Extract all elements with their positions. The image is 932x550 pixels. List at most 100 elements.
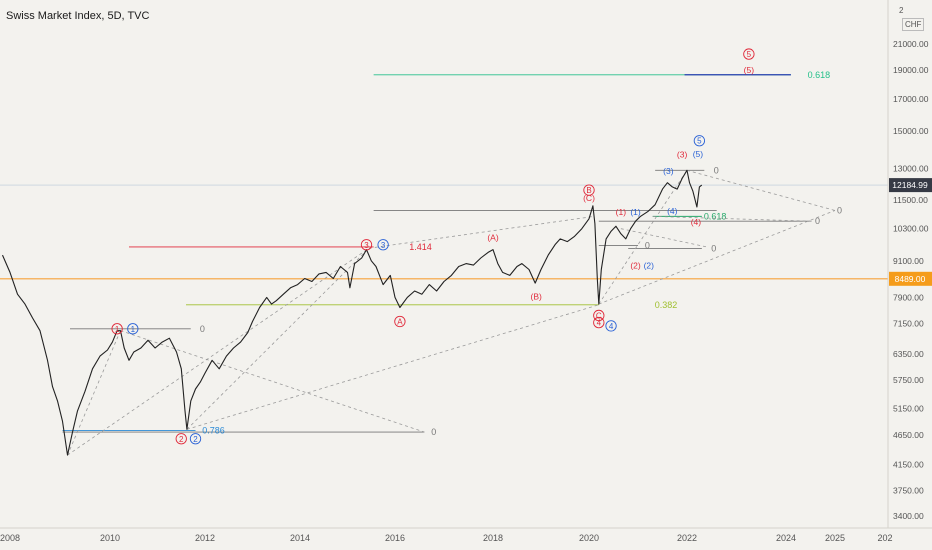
- x-tick-label: 2024: [776, 533, 796, 543]
- price-badge-label: 8489.00: [895, 274, 926, 284]
- y-tick-label: 3750.00: [893, 486, 924, 496]
- wave-label-circle: [189, 433, 202, 445]
- projection-line: [598, 170, 688, 305]
- fib-level-label: 0: [815, 216, 820, 226]
- wave-label: (5): [693, 149, 704, 159]
- wave-label: A: [397, 317, 403, 326]
- fib-level-label: 1.414: [409, 242, 432, 252]
- wave-label: 5: [747, 50, 752, 59]
- projection-line: [120, 330, 425, 433]
- wave-label-circle: [743, 48, 755, 60]
- y-tick-label: 9100.00: [893, 256, 924, 266]
- fib-level-label: 0: [645, 241, 650, 251]
- y-tick-label: 7900.00: [893, 292, 924, 302]
- projection-lines-layer: [67, 169, 836, 456]
- wave-label: (2): [644, 260, 655, 270]
- wave-label: 5: [697, 137, 702, 146]
- x-tick-label: 2014: [290, 533, 310, 543]
- projection-line: [652, 215, 813, 222]
- price-badge: [889, 271, 932, 286]
- chart-title: Swiss Market Index, 5D, TVC: [6, 10, 150, 22]
- scale-marker: 2: [899, 6, 904, 15]
- wave-label-circle: [693, 135, 706, 147]
- wave-label: (B): [531, 291, 543, 301]
- wave-label-circle: [583, 184, 595, 196]
- wave-label-circle: [377, 239, 389, 251]
- fib-level-label: 0.618: [704, 211, 727, 221]
- wave-label: 4: [609, 322, 614, 331]
- y-tick-label: 4650.00: [893, 430, 924, 440]
- wave-label-circle: [127, 323, 139, 335]
- wave-label: B: [586, 186, 591, 195]
- fib-levels-layer: 0 0 0.786 1.414 0.382 0 0 0 0 0.618 0 0.618: [0, 70, 888, 437]
- wave-label-circle: [394, 315, 406, 328]
- projection-line: [186, 304, 599, 430]
- fib-level-label: 0.786: [202, 425, 225, 435]
- wave-label: (4): [667, 206, 678, 216]
- wave-label-circle: [111, 323, 123, 335]
- projection-line: [186, 247, 370, 430]
- fib-level-label: 0.618: [808, 70, 831, 80]
- y-tick-label: 4150.00: [893, 459, 924, 469]
- projection-line: [67, 247, 370, 456]
- wave-label: 3: [364, 241, 369, 250]
- wave-label: (1): [630, 207, 641, 217]
- wave-label: (C): [583, 193, 595, 203]
- x-tick-label: 2025: [825, 533, 845, 543]
- projection-line: [686, 169, 836, 211]
- wave-label: 1: [115, 325, 120, 334]
- y-tick-label: 5150.00: [893, 403, 924, 413]
- y-tick-label: 19000.00: [893, 65, 929, 75]
- wave-label: 3: [381, 241, 386, 250]
- wave-label: 4: [597, 319, 602, 328]
- wave-label: (5): [744, 65, 755, 75]
- projection-line: [368, 215, 594, 249]
- y-tick-label: 7150.00: [893, 318, 924, 328]
- wave-label: C: [596, 311, 602, 320]
- fib-level-label: 0: [711, 244, 716, 254]
- wave-label-circle: [175, 433, 187, 445]
- wave-label: (3): [663, 166, 674, 176]
- fib-level-label: 0: [714, 165, 719, 175]
- wave-labels-layer: 1 1 2 2 3 3 A (A) (B) B(C) C4 4 (1) (1) (2) (2) (3) (4) (3…: [111, 48, 755, 445]
- wave-label: (1): [616, 207, 627, 217]
- wave-label: (4): [691, 217, 702, 227]
- wave-label: 1: [131, 325, 136, 334]
- wave-label-circle: [360, 239, 373, 251]
- fib-level-label: 0: [431, 427, 436, 437]
- price-badge: [889, 178, 932, 193]
- wave-label: (A): [487, 233, 499, 243]
- y-tick-label: 10300.00: [893, 224, 929, 234]
- wave-label: 2: [193, 435, 198, 444]
- wave-label-circle: [593, 316, 605, 329]
- y-tick-label: 6350.00: [893, 349, 924, 359]
- y-tick-label: 11500.00: [893, 195, 928, 205]
- wave-label-circle: [593, 309, 605, 322]
- y-tick-label: 21000.00: [893, 39, 929, 49]
- fib-level-label: 0: [837, 205, 842, 215]
- currency-label[interactable]: CHF: [902, 18, 925, 31]
- y-tick-label: 17000.00: [893, 94, 929, 104]
- projection-line: [620, 228, 707, 248]
- x-tick-label: 2012: [195, 533, 215, 543]
- wave-label: (3): [677, 149, 688, 159]
- fib-level-label: 0: [200, 324, 205, 334]
- x-tick-label: 2018: [483, 533, 503, 543]
- wave-label: 2: [179, 435, 184, 444]
- x-tick-label: 202: [877, 533, 892, 543]
- wave-label-circle: [605, 320, 617, 332]
- x-tick-label: 2022: [677, 533, 697, 543]
- wave-label: (2): [630, 260, 641, 270]
- price-badge-label: 12184.99: [892, 180, 928, 190]
- y-tick-label: 3400.00: [893, 511, 924, 521]
- y-tick-label: 13000.00: [893, 163, 929, 173]
- x-tick-label: 2016: [385, 533, 405, 543]
- fib-level-label: 0.382: [655, 300, 678, 310]
- projection-line: [598, 210, 836, 305]
- x-tick-label: 2010: [100, 533, 120, 543]
- x-tick-label: 2008: [0, 533, 20, 543]
- x-tick-label: 2020: [579, 533, 599, 543]
